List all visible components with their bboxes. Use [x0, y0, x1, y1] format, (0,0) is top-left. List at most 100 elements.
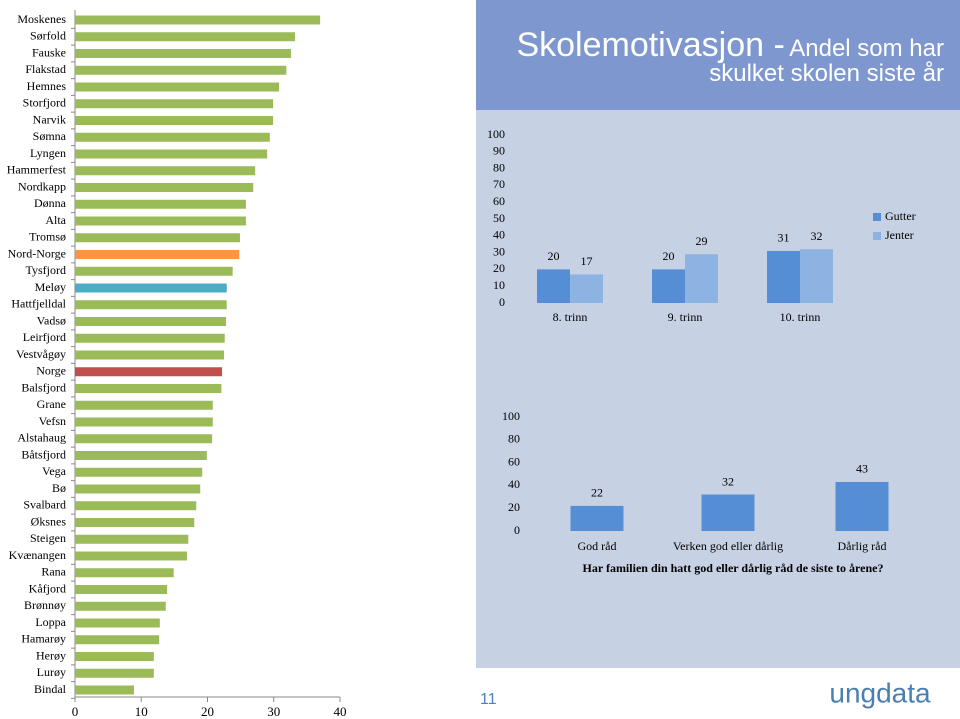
x-tick-label: 30 [267, 704, 280, 719]
y-tick-label: Fauske [32, 45, 66, 59]
y-tick-label: Steigen [30, 531, 66, 545]
bar [570, 274, 603, 303]
y-tick-label: Storfjord [23, 96, 66, 110]
bar [75, 518, 195, 527]
y-tick-label: Sømna [33, 129, 67, 143]
bar [75, 652, 154, 661]
data-label: 32 [722, 474, 734, 488]
bar [75, 183, 254, 192]
bar [75, 601, 166, 611]
y-tick-label: 60 [508, 454, 520, 468]
y-tick-label: Øksnes [31, 514, 67, 528]
y-tick-label: Bindal [34, 682, 67, 696]
y-tick-label: Leirfjord [23, 330, 66, 344]
y-tick-label: Hemnes [27, 79, 67, 93]
panel [476, 0, 960, 668]
legend-swatch [873, 232, 881, 240]
y-tick-label: Loppa [35, 615, 66, 629]
y-tick-label: 60 [493, 194, 505, 208]
y-tick-label: Kåfjord [29, 581, 66, 595]
bar [75, 685, 134, 695]
data-label: 32 [811, 229, 823, 243]
y-tick-label: 40 [493, 228, 505, 242]
data-label: 17 [581, 254, 593, 268]
bar [75, 417, 213, 427]
data-label: 29 [696, 234, 708, 248]
y-tick-label: Rana [41, 565, 66, 579]
x-tick-label: 0 [72, 704, 79, 719]
bar [75, 283, 227, 293]
y-tick-label: 0 [514, 523, 520, 537]
legend-swatch [873, 213, 881, 221]
y-tick-label: Svalbard [23, 498, 66, 512]
x-axis-title: Har familien din hatt god eller dårlig r… [583, 561, 884, 575]
y-tick-label: Flakstad [25, 62, 66, 76]
bar [767, 250, 800, 303]
y-tick-label: 100 [487, 127, 505, 141]
bar [701, 494, 755, 531]
x-tick-label: 10 [135, 704, 148, 719]
bar [75, 585, 168, 594]
bar [570, 505, 624, 531]
slide-title: Skolemotivasjon - [516, 26, 785, 64]
page-number: 11 [480, 691, 497, 708]
y-tick-label: Hamarøy [21, 632, 66, 646]
bar [537, 269, 570, 303]
bar [75, 216, 246, 226]
x-tick-label: 40 [334, 704, 347, 719]
y-tick-label: 20 [493, 261, 505, 275]
y-tick-label: Dønna [34, 196, 67, 210]
data-label: 22 [591, 486, 603, 500]
bar [75, 32, 295, 42]
bar [75, 384, 222, 393]
y-tick-label: 80 [493, 160, 505, 174]
bar [75, 166, 256, 176]
bar [75, 484, 201, 494]
bar [75, 15, 321, 25]
y-tick-label: Moskenes [17, 12, 66, 26]
y-tick-label: 20 [508, 500, 520, 514]
slide-header: Skolemotivasjon - Andel som har skulket … [476, 0, 960, 110]
x-tick-label: Verken god eller dårlig [673, 539, 783, 553]
bar [75, 199, 246, 209]
y-tick-label: Norge [36, 364, 66, 378]
bar [75, 65, 287, 75]
bar [75, 266, 233, 276]
y-tick-label: Tromsø [29, 230, 66, 244]
y-tick-label: 90 [493, 144, 505, 158]
x-tick-label: 8. trinn [553, 310, 588, 324]
bar [835, 481, 889, 531]
bar [75, 49, 291, 58]
x-tick-label: God råd [578, 539, 617, 553]
bar [75, 300, 227, 310]
bar [652, 269, 685, 303]
bar [75, 467, 203, 477]
bar [685, 254, 718, 303]
y-tick-label: 100 [502, 409, 520, 423]
y-tick-label: Sørfold [30, 29, 66, 43]
y-tick-label: 70 [493, 177, 505, 191]
y-tick-label: Lyngen [30, 146, 66, 160]
bar [75, 568, 174, 578]
logo: ungdata [829, 677, 931, 708]
bar [75, 233, 240, 243]
y-tick-label: Vadsø [37, 313, 66, 327]
y-tick-label: 30 [493, 244, 505, 258]
bar [75, 132, 270, 142]
bar [75, 82, 280, 92]
x-tick-label: Dårlig råd [838, 539, 887, 553]
y-tick-label: Båtsfjord [21, 447, 66, 461]
bar [75, 534, 189, 544]
bar [75, 434, 213, 444]
x-tick-label: 20 [201, 704, 214, 719]
y-tick-label: Hattfjelldal [11, 297, 66, 311]
data-label: 20 [548, 249, 560, 263]
y-tick-label: Herøy [36, 648, 66, 662]
legend-label: Jenter [885, 228, 914, 242]
bar [75, 668, 154, 678]
y-tick-label: Nord-Norge [8, 246, 66, 260]
y-tick-label: Vega [42, 464, 67, 478]
bar [75, 116, 274, 125]
